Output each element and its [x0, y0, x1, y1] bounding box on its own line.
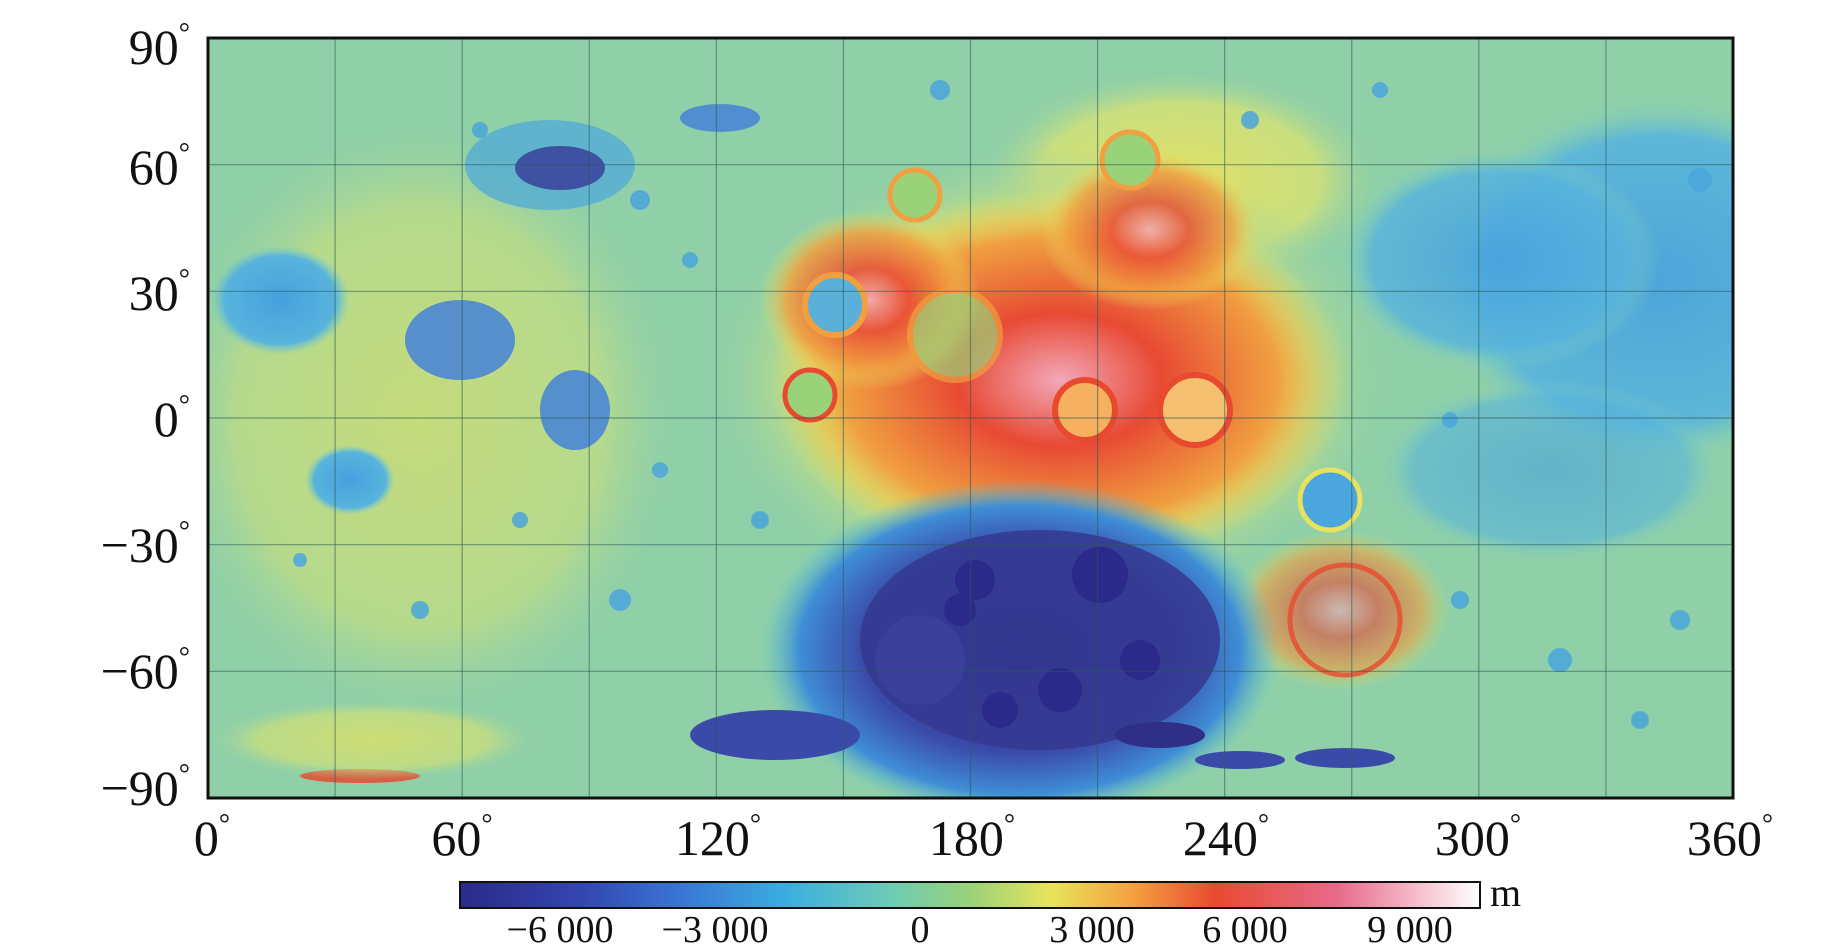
map-frame: [206, 36, 1735, 800]
lat-tick-label: 60°: [129, 138, 190, 195]
colorbar-label: −6 000: [507, 909, 614, 945]
lon-tick-label: 180°: [929, 809, 1015, 866]
elevation-field: [208, 70, 1733, 798]
colorbar-unit: m: [1490, 870, 1521, 915]
lon-tick-label: 240°: [1183, 809, 1269, 866]
colorbar-label: 6 000: [1202, 909, 1288, 945]
colorbar-label: 9 000: [1367, 909, 1453, 945]
lat-tick-label: 0°: [154, 390, 190, 447]
lat-tick-label: −30°: [101, 516, 190, 573]
lat-tick-label: 90°: [129, 18, 190, 75]
lon-tick-label: 300°: [1435, 809, 1521, 866]
colorbar-label: 0: [911, 909, 930, 945]
lat-tick-label: −90°: [101, 759, 190, 816]
lat-tick-label: −60°: [101, 642, 190, 699]
colorbar-gradient: [459, 881, 1481, 909]
latitude-tick-labels: 90° 60° 30° 0° −30° −60° −90°: [101, 18, 190, 816]
longitude-tick-labels: 0° 60° 120° 180° 240° 300° 360°: [194, 809, 1773, 866]
lon-tick-label: 0°: [194, 809, 230, 866]
lon-tick-label: 60°: [431, 809, 492, 866]
lon-tick-label: 360°: [1687, 809, 1773, 866]
colorbar: m −6 000 −3 000 0 3 000 6 000 9 000: [459, 870, 1521, 945]
colorbar-label: −3 000: [662, 909, 769, 945]
colorbar-label: 3 000: [1049, 909, 1135, 945]
lat-tick-label: 30°: [129, 264, 190, 321]
graticule: [208, 38, 1733, 798]
lon-tick-label: 120°: [675, 809, 761, 866]
